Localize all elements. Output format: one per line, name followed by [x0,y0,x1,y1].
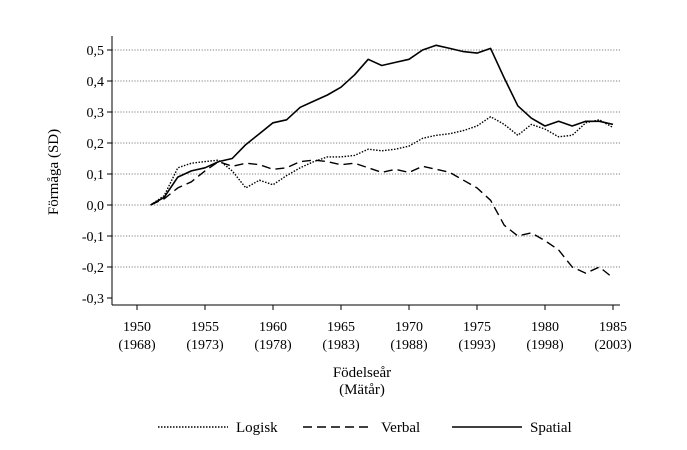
series-line-spatial [150,44,614,206]
y-tick-label: -0,1 [82,230,104,245]
y-tick-label: -0,3 [82,292,104,307]
y-tick-label: 0,0 [87,199,105,214]
y-ticks: 0,5 0,4 0,3 0,2 0,1 0,0 -0,1 -0,2 -0,3 [82,44,112,307]
x-tick-sublabel: (1998) [526,338,564,353]
y-tick-label: 0,4 [87,75,105,90]
x-tick-sublabel: (1983) [322,338,360,353]
series-lines [150,44,614,279]
x-tick-label: 1955 [191,320,219,335]
x-ticks: 1950 (1968) 1955 (1973) 1960 (1978) 1965 (1983)… [118,305,632,353]
legend: Logisk Verbal Spatial [158,420,572,436]
y-tick-label: 0,2 [87,137,105,152]
y-axis-label: Förmåga (SD) [46,129,62,215]
x-axis-label: Födelseår [333,365,391,381]
x-tick-sublabel: (1968) [118,338,156,353]
x-tick-label: 1960 [259,320,287,335]
x-tick-label: 1970 [395,320,423,335]
y-tick-label: -0,2 [82,261,104,276]
x-tick-label: 1975 [463,320,491,335]
x-tick-label: 1985 [599,320,627,335]
x-tick-sublabel: (1988) [390,338,428,353]
x-tick-sublabel: (2003) [594,338,632,353]
x-tick-sublabel: (1973) [186,338,224,353]
x-tick-sublabel: (1978) [254,338,292,353]
axes [111,36,620,306]
series-line-verbal [150,159,614,279]
y-tick-label: 0,3 [87,106,105,121]
x-axis-sublabel: (Mätår) [339,382,385,398]
y-tick-label: 0,5 [87,44,105,59]
x-tick-sublabel: (1993) [458,338,496,353]
legend-label-spatial: Spatial [530,420,572,436]
x-tick-label: 1965 [327,320,355,335]
legend-label-logisk: Logisk [236,420,278,436]
grid [112,49,620,268]
x-tick-label: 1950 [123,320,151,335]
x-tick-label: 1980 [531,320,559,335]
y-tick-label: 0,1 [87,168,105,183]
legend-label-verbal: Verbal [381,420,420,436]
